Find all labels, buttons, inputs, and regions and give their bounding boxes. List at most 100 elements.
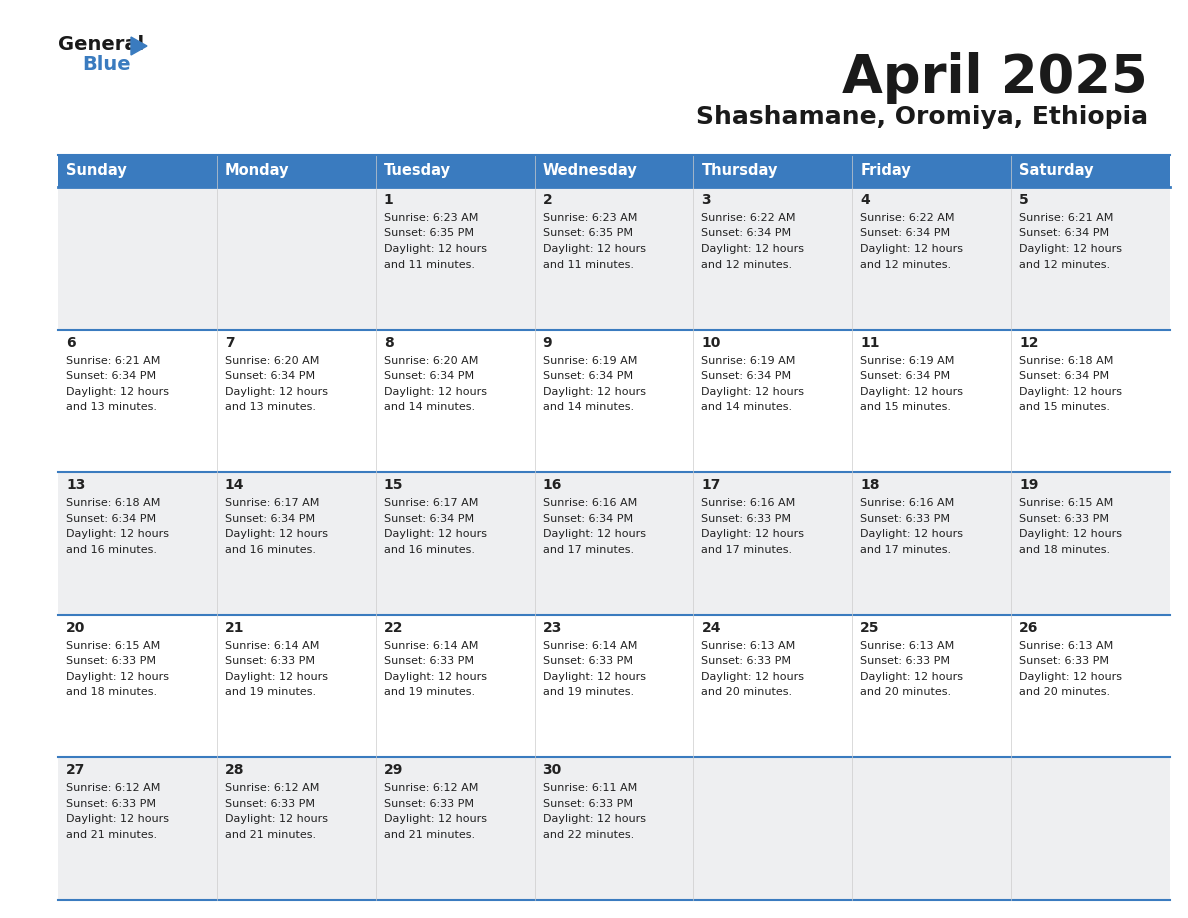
Bar — [375, 472, 535, 615]
Text: and 17 minutes.: and 17 minutes. — [701, 544, 792, 554]
Bar — [375, 757, 535, 900]
Text: Daylight: 12 hours: Daylight: 12 hours — [701, 529, 804, 539]
Bar — [694, 187, 852, 330]
Text: Daylight: 12 hours: Daylight: 12 hours — [225, 672, 328, 682]
Text: and 15 minutes.: and 15 minutes. — [860, 402, 952, 412]
Text: Sunset: 6:33 PM: Sunset: 6:33 PM — [384, 799, 474, 809]
Text: General: General — [58, 35, 144, 54]
Text: and 14 minutes.: and 14 minutes. — [701, 402, 792, 412]
Text: Sunrise: 6:22 AM: Sunrise: 6:22 AM — [701, 213, 796, 223]
Text: Daylight: 12 hours: Daylight: 12 hours — [701, 244, 804, 254]
Bar — [535, 155, 694, 187]
Text: and 11 minutes.: and 11 minutes. — [384, 260, 475, 270]
Text: 10: 10 — [701, 336, 721, 350]
Text: Sunset: 6:34 PM: Sunset: 6:34 PM — [1019, 371, 1110, 381]
Text: 9: 9 — [543, 336, 552, 350]
Text: Sunset: 6:33 PM: Sunset: 6:33 PM — [701, 514, 791, 523]
Text: and 13 minutes.: and 13 minutes. — [225, 402, 316, 412]
Text: Daylight: 12 hours: Daylight: 12 hours — [384, 244, 487, 254]
Bar — [535, 615, 694, 757]
Text: Sunset: 6:33 PM: Sunset: 6:33 PM — [384, 656, 474, 666]
Text: 12: 12 — [1019, 336, 1038, 350]
Text: and 12 minutes.: and 12 minutes. — [701, 260, 792, 270]
Bar — [1011, 472, 1170, 615]
Text: Sunset: 6:33 PM: Sunset: 6:33 PM — [860, 514, 950, 523]
Text: Daylight: 12 hours: Daylight: 12 hours — [860, 529, 963, 539]
Text: and 18 minutes.: and 18 minutes. — [1019, 544, 1111, 554]
Text: Sunset: 6:34 PM: Sunset: 6:34 PM — [860, 229, 950, 239]
Bar — [58, 187, 217, 330]
Text: and 17 minutes.: and 17 minutes. — [860, 544, 952, 554]
Text: Shashamane, Oromiya, Ethiopia: Shashamane, Oromiya, Ethiopia — [696, 105, 1148, 129]
Text: and 16 minutes.: and 16 minutes. — [384, 544, 475, 554]
Text: and 16 minutes.: and 16 minutes. — [67, 544, 157, 554]
Text: Wednesday: Wednesday — [543, 163, 637, 178]
Text: Sunset: 6:33 PM: Sunset: 6:33 PM — [860, 656, 950, 666]
Bar — [375, 330, 535, 472]
Text: Daylight: 12 hours: Daylight: 12 hours — [384, 814, 487, 824]
Bar — [217, 757, 375, 900]
Bar — [852, 615, 1011, 757]
Text: Sunset: 6:34 PM: Sunset: 6:34 PM — [543, 371, 633, 381]
Text: Sunrise: 6:12 AM: Sunrise: 6:12 AM — [225, 783, 320, 793]
Bar — [1011, 187, 1170, 330]
Text: 29: 29 — [384, 764, 403, 778]
Text: Sunrise: 6:14 AM: Sunrise: 6:14 AM — [225, 641, 320, 651]
Text: Sunset: 6:33 PM: Sunset: 6:33 PM — [67, 656, 156, 666]
Bar — [694, 757, 852, 900]
Text: and 17 minutes.: and 17 minutes. — [543, 544, 633, 554]
Text: Daylight: 12 hours: Daylight: 12 hours — [543, 244, 645, 254]
Text: Sunrise: 6:23 AM: Sunrise: 6:23 AM — [543, 213, 637, 223]
Text: Daylight: 12 hours: Daylight: 12 hours — [701, 672, 804, 682]
Text: Sunrise: 6:15 AM: Sunrise: 6:15 AM — [67, 641, 160, 651]
Text: 28: 28 — [225, 764, 245, 778]
Text: and 15 minutes.: and 15 minutes. — [1019, 402, 1110, 412]
Text: Daylight: 12 hours: Daylight: 12 hours — [384, 386, 487, 397]
Text: and 11 minutes.: and 11 minutes. — [543, 260, 633, 270]
Text: Sunrise: 6:11 AM: Sunrise: 6:11 AM — [543, 783, 637, 793]
Text: 3: 3 — [701, 193, 712, 207]
Text: and 20 minutes.: and 20 minutes. — [860, 688, 952, 698]
Bar — [694, 155, 852, 187]
Bar — [217, 187, 375, 330]
Text: Daylight: 12 hours: Daylight: 12 hours — [543, 386, 645, 397]
Text: Sunset: 6:34 PM: Sunset: 6:34 PM — [225, 371, 315, 381]
Bar — [852, 757, 1011, 900]
Text: 14: 14 — [225, 478, 245, 492]
Bar — [217, 155, 375, 187]
Text: 1: 1 — [384, 193, 393, 207]
Text: Sunset: 6:34 PM: Sunset: 6:34 PM — [543, 514, 633, 523]
Text: and 12 minutes.: and 12 minutes. — [860, 260, 952, 270]
Text: Thursday: Thursday — [701, 163, 778, 178]
Bar — [217, 330, 375, 472]
Text: and 12 minutes.: and 12 minutes. — [1019, 260, 1111, 270]
Text: Daylight: 12 hours: Daylight: 12 hours — [225, 386, 328, 397]
Text: Sunset: 6:33 PM: Sunset: 6:33 PM — [67, 799, 156, 809]
Text: Sunset: 6:34 PM: Sunset: 6:34 PM — [225, 514, 315, 523]
Text: Sunset: 6:33 PM: Sunset: 6:33 PM — [543, 799, 632, 809]
Text: Daylight: 12 hours: Daylight: 12 hours — [701, 386, 804, 397]
Text: 22: 22 — [384, 621, 403, 635]
Text: Sunrise: 6:19 AM: Sunrise: 6:19 AM — [701, 355, 796, 365]
Text: and 21 minutes.: and 21 minutes. — [67, 830, 157, 840]
Text: and 14 minutes.: and 14 minutes. — [384, 402, 475, 412]
Text: Daylight: 12 hours: Daylight: 12 hours — [543, 529, 645, 539]
Bar — [1011, 615, 1170, 757]
Text: and 20 minutes.: and 20 minutes. — [1019, 688, 1111, 698]
Text: Daylight: 12 hours: Daylight: 12 hours — [67, 386, 169, 397]
Text: Daylight: 12 hours: Daylight: 12 hours — [860, 244, 963, 254]
Text: Sunrise: 6:23 AM: Sunrise: 6:23 AM — [384, 213, 478, 223]
Text: Sunset: 6:34 PM: Sunset: 6:34 PM — [701, 371, 791, 381]
Text: Daylight: 12 hours: Daylight: 12 hours — [1019, 386, 1123, 397]
Text: 30: 30 — [543, 764, 562, 778]
Text: and 18 minutes.: and 18 minutes. — [67, 688, 157, 698]
Text: Sunset: 6:34 PM: Sunset: 6:34 PM — [384, 371, 474, 381]
Text: Sunrise: 6:17 AM: Sunrise: 6:17 AM — [225, 498, 320, 509]
Bar — [58, 472, 217, 615]
Text: 21: 21 — [225, 621, 245, 635]
Text: Sunset: 6:33 PM: Sunset: 6:33 PM — [1019, 656, 1110, 666]
Text: 17: 17 — [701, 478, 721, 492]
Bar — [58, 155, 217, 187]
Text: Sunset: 6:35 PM: Sunset: 6:35 PM — [543, 229, 632, 239]
Text: 5: 5 — [1019, 193, 1029, 207]
